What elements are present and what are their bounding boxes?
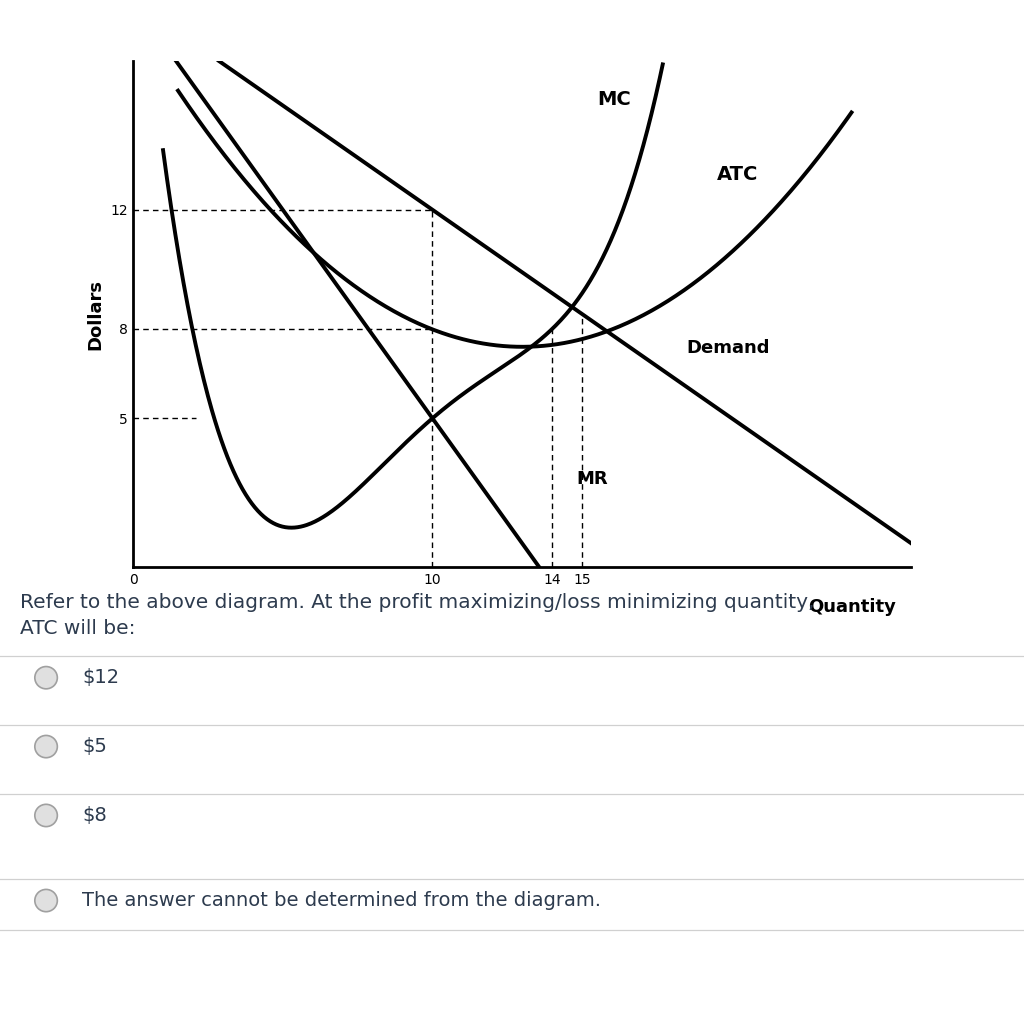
Text: ATC: ATC — [717, 165, 758, 184]
Text: Quantity: Quantity — [809, 598, 896, 616]
Text: MC: MC — [597, 90, 631, 109]
Text: $8: $8 — [82, 806, 106, 825]
Text: The answer cannot be determined from the diagram.: The answer cannot be determined from the… — [82, 891, 601, 910]
Text: Demand: Demand — [687, 338, 770, 357]
Text: $12: $12 — [82, 669, 119, 687]
Text: $5: $5 — [82, 737, 106, 756]
Text: Refer to the above diagram. At the profit maximizing/loss minimizing quantity,
A: Refer to the above diagram. At the profi… — [20, 593, 815, 638]
Text: MR: MR — [577, 470, 607, 488]
Y-axis label: Dollars: Dollars — [86, 279, 104, 349]
